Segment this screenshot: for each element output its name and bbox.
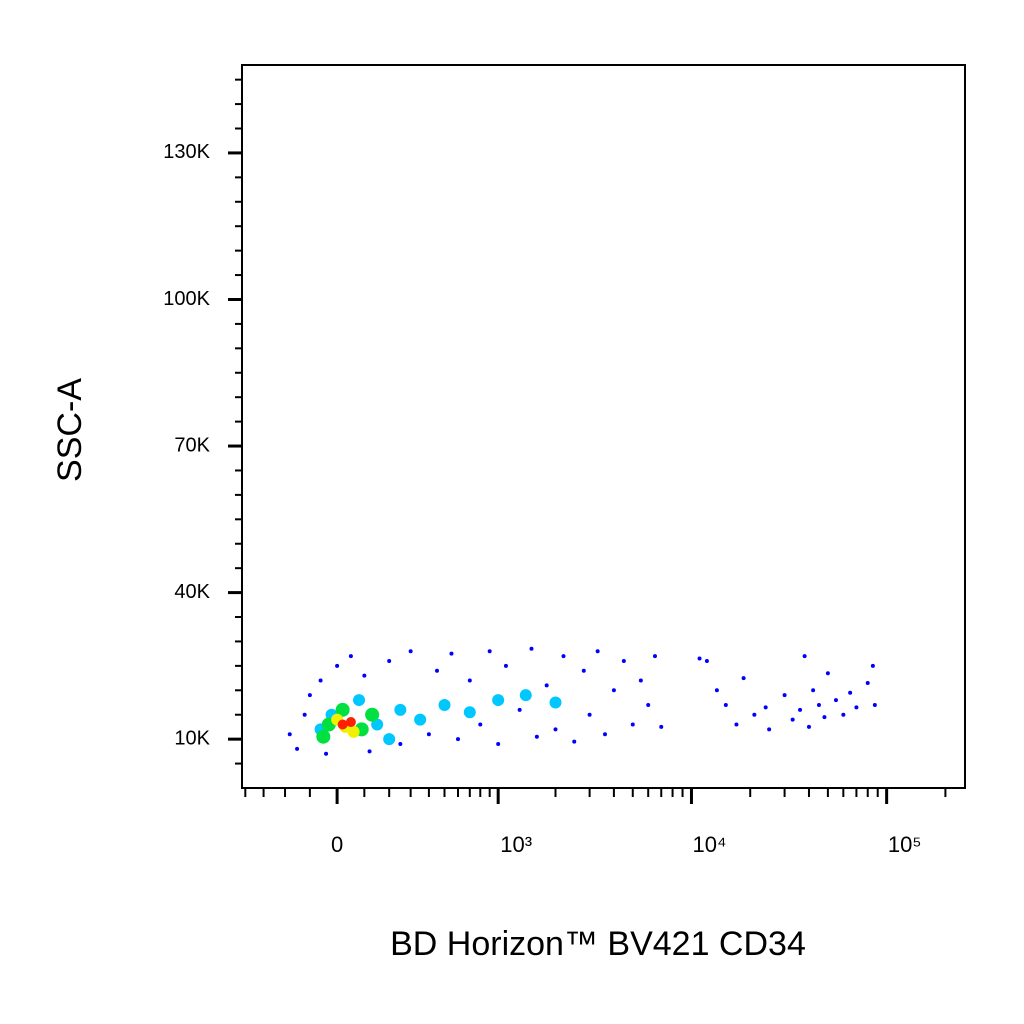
data-point xyxy=(348,654,353,659)
data-point xyxy=(872,702,877,707)
data-point xyxy=(833,698,838,703)
data-point xyxy=(822,715,827,720)
data-point xyxy=(335,663,340,668)
data-point xyxy=(503,663,508,668)
data-point xyxy=(408,649,413,654)
data-point xyxy=(854,705,859,710)
data-point xyxy=(529,646,534,651)
data-point xyxy=(492,694,505,707)
data-point xyxy=(449,651,454,656)
data-point xyxy=(467,678,472,683)
data-point xyxy=(848,690,853,695)
plot-frame xyxy=(241,64,966,789)
data-point xyxy=(302,712,307,717)
data-point xyxy=(816,702,821,707)
data-point xyxy=(581,668,586,673)
data-point xyxy=(841,712,846,717)
data-point xyxy=(414,713,427,726)
data-point xyxy=(367,749,372,754)
data-point xyxy=(496,742,501,747)
data-point xyxy=(544,683,549,688)
data-point xyxy=(741,676,746,681)
x-axis-label: BD Horizon™ BV421 CD34 xyxy=(390,925,806,963)
y-tick-label: 70K xyxy=(174,434,210,456)
data-point xyxy=(324,751,329,756)
data-point xyxy=(553,727,558,732)
data-point xyxy=(318,678,323,683)
data-point xyxy=(561,654,566,659)
data-point xyxy=(798,707,803,712)
data-point xyxy=(534,734,539,739)
data-point xyxy=(806,724,811,729)
data-point xyxy=(802,654,807,659)
data-point xyxy=(455,737,460,742)
data-point xyxy=(595,649,600,654)
data-point xyxy=(870,663,875,668)
data-point xyxy=(782,693,787,698)
data-point xyxy=(387,658,392,663)
x-tick-label: 10⁴ xyxy=(693,832,727,857)
data-point xyxy=(478,722,483,727)
y-tick-label: 100K xyxy=(163,288,210,310)
data-point xyxy=(587,712,592,717)
data-point xyxy=(365,707,380,722)
data-point xyxy=(362,673,367,678)
data-point xyxy=(652,654,657,659)
data-point xyxy=(434,668,439,673)
data-point xyxy=(763,705,768,710)
data-point xyxy=(659,724,664,729)
data-point xyxy=(438,698,451,711)
y-tick-label: 40K xyxy=(174,581,210,603)
data-point xyxy=(295,746,300,751)
data-point xyxy=(811,688,816,693)
data-point xyxy=(714,688,719,693)
data-point xyxy=(752,712,757,717)
data-point xyxy=(426,732,431,737)
data-point xyxy=(316,729,331,744)
data-point xyxy=(337,719,348,730)
data-point xyxy=(287,732,292,737)
data-point xyxy=(549,696,562,709)
data-point xyxy=(307,693,312,698)
y-tick-label: 10K xyxy=(174,727,210,749)
data-point xyxy=(517,707,522,712)
data-point xyxy=(383,733,396,746)
data-point xyxy=(345,717,356,728)
data-point xyxy=(638,678,643,683)
data-point xyxy=(734,722,739,727)
data-point xyxy=(398,742,403,747)
data-point xyxy=(767,727,772,732)
data-point xyxy=(463,706,476,719)
data-point xyxy=(335,702,350,717)
data-point xyxy=(621,658,626,663)
data-point xyxy=(646,702,651,707)
data-point xyxy=(825,671,830,676)
y-axis-label: SSC-A xyxy=(51,378,89,482)
x-tick-label: 0 xyxy=(331,832,343,857)
data-point xyxy=(371,718,384,731)
data-point xyxy=(394,703,407,716)
data-point xyxy=(353,694,366,707)
data-point xyxy=(723,702,728,707)
data-point xyxy=(611,688,616,693)
data-point xyxy=(704,658,709,663)
data-point xyxy=(790,717,795,722)
data-point xyxy=(697,656,702,661)
data-point xyxy=(519,689,532,702)
y-tick-label: 130K xyxy=(163,141,210,163)
data-point xyxy=(572,739,577,744)
data-point xyxy=(602,732,607,737)
data-point xyxy=(487,649,492,654)
data-point xyxy=(630,722,635,727)
x-tick-label: 10³ xyxy=(500,832,532,857)
data-point xyxy=(865,680,870,685)
x-tick-label: 10⁵ xyxy=(888,832,922,857)
